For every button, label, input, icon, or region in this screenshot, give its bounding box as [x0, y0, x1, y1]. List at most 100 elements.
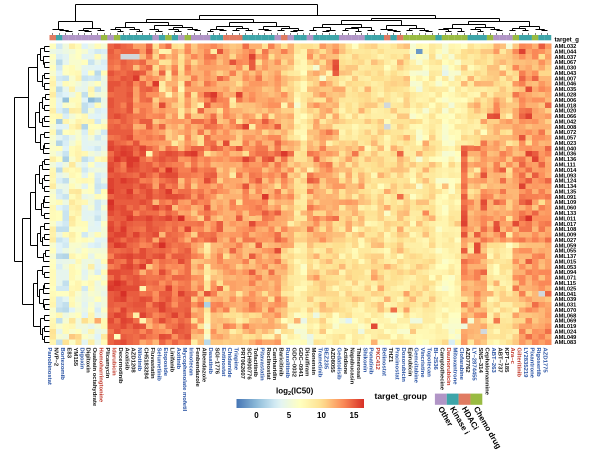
svg-text:Etoposide: Etoposide [162, 348, 168, 377]
svg-text:Linifanib: Linifanib [168, 348, 174, 373]
svg-text:Ouabain octahydrate: Ouabain octahydrate [91, 348, 97, 407]
svg-text:Napabucasin: Napabucasin [348, 348, 354, 385]
svg-text:Cantharidin: Cantharidin [271, 348, 277, 381]
svg-text:AML032: AML032 [555, 44, 577, 50]
svg-text:AML035: AML035 [555, 87, 577, 93]
svg-text:Mitoxantrone: Mitoxantrone [451, 348, 457, 386]
svg-text:Plicamycin: Plicamycin [104, 348, 110, 379]
svg-text:Panobinostat: Panobinostat [46, 348, 52, 385]
svg-text:AML009: AML009 [555, 233, 577, 239]
svg-text:AML025: AML025 [555, 286, 577, 292]
svg-text:AML070: AML070 [555, 308, 577, 314]
svg-text:AML030: AML030 [555, 66, 577, 72]
svg-text:Disulfiram: Disulfiram [303, 348, 309, 377]
svg-text:Doxorubicin: Doxorubicin [400, 348, 406, 383]
svg-text:AML041: AML041 [555, 292, 577, 298]
svg-text:AML044: AML044 [555, 49, 578, 55]
svg-text:AML039: AML039 [555, 297, 577, 303]
svg-text:AML091: AML091 [555, 195, 577, 201]
svg-text:AML094: AML094 [555, 270, 578, 276]
svg-text:AML071: AML071 [555, 276, 577, 282]
svg-text:KPT–185: KPT–185 [503, 348, 509, 374]
svg-text:Triapine: Triapine [233, 348, 239, 371]
svg-text:AML007: AML007 [555, 76, 577, 82]
svg-text:AML109: AML109 [555, 200, 577, 206]
svg-text:AML108: AML108 [555, 227, 577, 233]
svg-text:AML049: AML049 [555, 335, 577, 341]
svg-text:Pixantrone: Pixantrone [529, 348, 535, 379]
svg-text:AML053: AML053 [555, 265, 577, 271]
svg-text:AML083: AML083 [555, 340, 577, 346]
svg-text:AML055: AML055 [555, 249, 577, 255]
svg-text:Irinotecan: Irinotecan [188, 348, 194, 377]
svg-text:Ponatinib: Ponatinib [368, 348, 374, 375]
svg-text:Selumetinib: Selumetinib [155, 348, 161, 382]
svg-text:Thimerosal: Thimerosal [355, 348, 361, 380]
svg-text:AML066: AML066 [555, 114, 577, 120]
svg-text:THZ1: THZ1 [387, 348, 393, 363]
svg-text:Fluvastatin: Fluvastatin [149, 348, 155, 379]
svg-text:AZD1208: AZD1208 [130, 348, 136, 374]
svg-text:AML057: AML057 [555, 136, 577, 142]
svg-text:target_group: target_group [375, 391, 427, 401]
svg-text:15: 15 [350, 411, 359, 420]
svg-text:ABT–737: ABT–737 [496, 348, 502, 374]
svg-text:AML036: AML036 [555, 152, 577, 158]
svg-text:Trametinib: Trametinib [316, 348, 322, 378]
svg-text:AML027: AML027 [555, 238, 577, 244]
svg-text:Gilteritinib: Gilteritinib [516, 348, 522, 378]
svg-text:NVP–2: NVP–2 [53, 348, 59, 367]
svg-text:YM155: YM155 [72, 348, 78, 367]
svg-text:SNS–314: SNS–314 [477, 348, 483, 374]
svg-text:Roclinostat: Roclinostat [265, 348, 271, 380]
svg-text:Ara–c: Ara–c [509, 348, 515, 365]
svg-text:Nilotinib: Nilotinib [136, 348, 142, 372]
svg-text:Gemcitabine: Gemcitabine [413, 348, 419, 384]
svg-text:Epirubicin: Epirubicin [406, 348, 412, 377]
svg-text:Bortezomib: Bortezomib [59, 348, 65, 381]
svg-text:Fenbendazole: Fenbendazole [194, 348, 200, 388]
svg-text:AML018: AML018 [555, 103, 577, 109]
svg-text:AML011: AML011 [555, 216, 577, 222]
svg-text:AML093: AML093 [555, 173, 577, 179]
svg-text:AML015: AML015 [555, 259, 577, 265]
svg-text:AML136: AML136 [555, 157, 577, 163]
svg-text:LY–2874455: LY–2874455 [471, 348, 477, 382]
svg-text:AML042: AML042 [555, 119, 577, 125]
svg-text:AML072: AML072 [555, 130, 577, 136]
svg-text:Digoxin: Digoxin [78, 348, 84, 370]
svg-text:AML137: AML137 [555, 254, 577, 260]
svg-text:Tofacitinib: Tofacitinib [252, 348, 258, 378]
svg-text:PKC412: PKC412 [374, 348, 380, 371]
svg-text:AML124: AML124 [555, 179, 578, 185]
svg-text:Monensin: Monensin [310, 348, 316, 376]
svg-text:5: 5 [287, 411, 292, 420]
svg-text:Acalisib: Acalisib [123, 348, 129, 371]
svg-text:Albendazole: Albendazole [200, 348, 206, 383]
svg-text:Mycophenolate mofetil: Mycophenolate mofetil [181, 348, 187, 412]
svg-text:AML023: AML023 [555, 141, 577, 147]
svg-text:Daunorubicin: Daunorubicin [445, 348, 451, 386]
svg-text:Vincristine: Vincristine [419, 348, 425, 379]
svg-text:AML068: AML068 [555, 313, 577, 319]
svg-text:Entinostat: Entinostat [220, 348, 226, 377]
svg-text:Pracinostat: Pracinostat [393, 348, 399, 380]
svg-text:AML031: AML031 [555, 303, 577, 309]
svg-text:Belinostat: Belinostat [381, 348, 387, 377]
svg-text:AML135: AML135 [555, 189, 577, 195]
svg-text:AML008: AML008 [555, 125, 577, 131]
svg-text:AML115: AML115 [555, 281, 577, 287]
svg-text:SCH900776: SCH900776 [246, 348, 252, 381]
svg-text:Ruxolitinib: Ruxolitinib [284, 348, 290, 379]
svg-text:AML060: AML060 [555, 206, 577, 212]
svg-text:E83: E83 [65, 348, 71, 359]
svg-text:AZD7762: AZD7762 [464, 348, 470, 374]
svg-text:AML037: AML037 [555, 55, 577, 61]
svg-text:Cephalomannine: Cephalomannine [483, 348, 489, 396]
svg-text:Chidamide: Chidamide [226, 348, 232, 379]
svg-text:AML019: AML019 [555, 324, 577, 330]
svg-text:Homoharringtonine: Homoharringtonine [98, 348, 104, 403]
svg-text:AML059: AML059 [555, 243, 577, 249]
svg-text:0: 0 [254, 411, 259, 420]
svg-text:Axitinib: Axitinib [175, 348, 181, 370]
